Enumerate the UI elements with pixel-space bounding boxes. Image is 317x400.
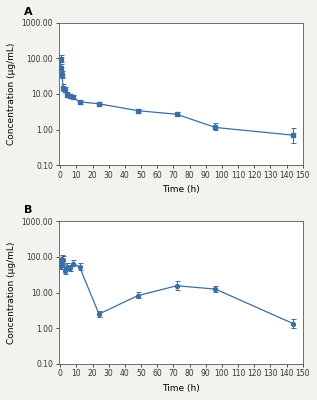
Text: B: B bbox=[24, 206, 33, 216]
X-axis label: Time (h): Time (h) bbox=[162, 384, 200, 393]
X-axis label: Time (h): Time (h) bbox=[162, 186, 200, 194]
Text: A: A bbox=[24, 7, 33, 17]
Y-axis label: Concentration (μg/mL): Concentration (μg/mL) bbox=[7, 241, 16, 344]
Y-axis label: Concentration (μg/mL): Concentration (μg/mL) bbox=[7, 43, 16, 145]
